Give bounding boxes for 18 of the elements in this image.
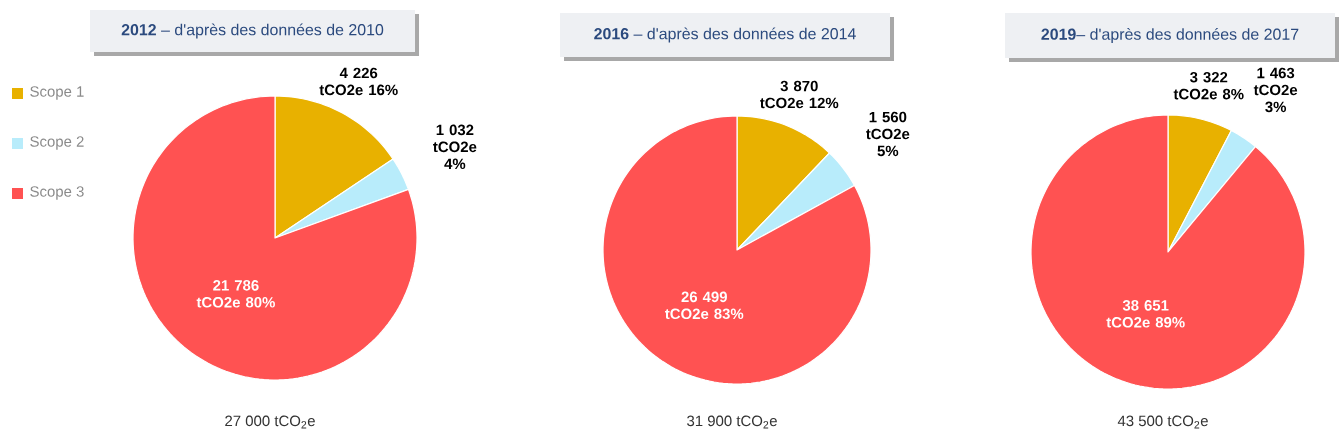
legend-label: Scope 2: [30, 136, 84, 150]
data-label: 3 322 tCO2e 8%: [1173, 71, 1244, 100]
data-label: 1 032 tCO2e 4%: [433, 124, 477, 170]
data-label: 38 651 tCO2e 89%: [1106, 300, 1185, 328]
data-label: 4 226 tCO2e 16%: [319, 67, 398, 96]
text: 31 900 tCO$_{2}$e: [687, 415, 777, 429]
data-label: 1 560 tCO2e 5%: [866, 111, 910, 157]
data-label: 26 499 tCO2e 83%: [665, 291, 744, 320]
chart-title: 2016 – d'après des données de 2014: [594, 27, 856, 43]
legend-label: Scope 3: [30, 186, 84, 200]
text: 27 000 tCO$_{2}$e: [225, 415, 315, 429]
data-label: 3 870 tCO2e 12%: [760, 80, 839, 109]
data-label: 1 463 tCO2e 3%: [1253, 67, 1298, 113]
data-label: 21 786 tCO2e 80%: [196, 280, 275, 308]
chart-title: 2019– d'après des données de 2017: [1041, 27, 1299, 44]
text: 43 500 tCO$_{2}$e: [1117, 415, 1208, 429]
legend-label: Scope 1: [30, 86, 84, 100]
chart-title: 2012 – d'après des données de 2010: [121, 23, 384, 39]
